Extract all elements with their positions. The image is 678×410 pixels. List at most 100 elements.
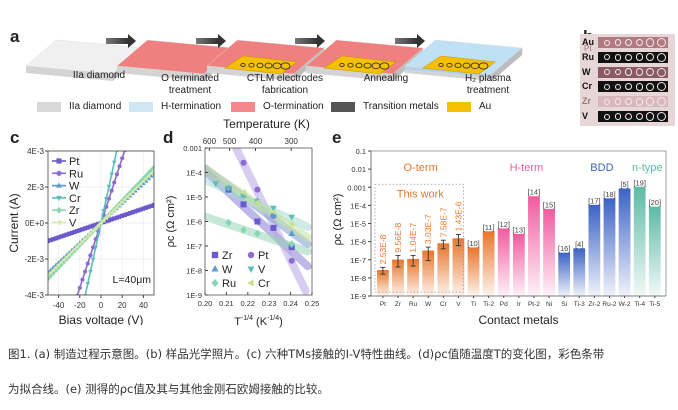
x-tick-label: W-2 [619,301,631,308]
data-point [66,252,71,257]
legend-swatch [231,101,255,112]
data-point [77,228,82,233]
top-tick-label: 400 [249,137,263,146]
series-pt [48,202,154,244]
reference-label: [11] [483,223,495,232]
ctlm-ring [363,62,372,69]
bar-ti-5 [648,207,661,296]
legend-marker [56,206,62,214]
this-work-label: This work [397,188,445,200]
ctlm-ring [280,62,291,70]
data-point [61,257,66,262]
x-tick-label: W [425,301,432,308]
reference-label: [12] [497,220,510,229]
data-point [103,197,109,202]
ctlm-ring [604,69,610,76]
data-point-zr [240,201,247,208]
legend-marker [211,278,219,288]
legend-item: O-termination [231,101,324,112]
process-step-label: H₂ plasma treatment [438,73,538,97]
ctlm-ring [646,38,655,47]
data-point-cr [239,189,246,196]
data-point [48,276,51,282]
legend-swatch [447,101,471,112]
data-points [212,159,295,264]
ctlm-ring [625,53,633,61]
data-point [48,270,53,275]
ctlm-ring [347,62,354,68]
value-label: 9.56E-8 [393,223,403,253]
ctlm-ring [625,38,633,47]
data-point [116,151,118,153]
data-point [111,207,116,213]
legend-label: O-termination [263,101,324,112]
data-point-pt [288,257,295,264]
ctlm-ring [635,97,644,106]
legend-label: Transition metals [363,101,439,112]
ctlm-ring [625,68,633,76]
step-label-line-2: treatment [466,85,510,96]
bar-ir [512,234,525,296]
arrow-shaft [395,38,417,44]
process-step-label: CTLM electrodes fabrication [235,73,335,97]
data-point [85,261,90,266]
data-point-v [288,214,295,221]
data-point [130,189,135,194]
data-point [56,264,61,271]
data-point [93,222,98,227]
legend-swatch [331,101,355,112]
x-tick-label: Si [561,301,567,308]
data-point [90,257,96,262]
x-tick-label: Ti [471,301,476,308]
data-point-w [288,230,295,237]
data-point [75,293,80,295]
reference-label: [19] [633,178,646,187]
ctlm-ring [604,83,610,90]
ctlm-ring [240,62,246,68]
ctlm-ring [446,62,453,68]
panel-letter-e: e [332,128,342,147]
panel-letter-d: d [163,128,174,147]
x-tick-label: Ti-5 [649,301,660,308]
series-group [48,151,154,295]
bar-zr-2 [588,205,601,296]
value-label: 2.53E-8 [378,234,388,264]
ctlm-ring [256,62,264,69]
data-point [93,225,98,231]
rho-comparison-bar-chart: This work 2.53E-8 Pt 9.56E-8 Zr 1.04E-7 Ru 3.03… [332,147,667,327]
data-point [103,215,108,221]
data-point [88,269,93,275]
photo-row-cr [598,81,668,93]
data-point [83,226,88,231]
group-label-bdd: BDD [590,162,613,174]
h-layer-edge [405,67,492,77]
legend-marker [56,158,62,164]
data-point [122,197,127,202]
data-point [130,186,136,193]
data-point [140,178,146,184]
ctlm-ring [656,67,666,77]
data-point [67,231,72,236]
ctlm-ring [656,112,666,121]
panel-letter-c: c [10,128,20,147]
ctlm-ring [635,53,644,62]
data-point [85,225,90,230]
data-point [146,204,151,209]
photo-row-au [598,37,668,48]
ctlm-ring [604,98,610,105]
x-tick-label: Pd [500,301,508,308]
ctlm-ring [656,38,666,47]
legend-label: Zr [69,205,80,217]
data-point [85,282,91,287]
data-point [85,233,90,239]
data-point [106,212,111,218]
ctlm-ring [339,62,345,68]
legend-label: Pt [258,250,268,262]
reference-label: [16] [558,244,571,253]
data-point-cr [288,220,295,228]
legend-label: W [69,181,80,193]
legend-swatch [37,101,61,112]
legend-item: Transition metals [331,101,439,112]
group-label-o-term: O-term [404,162,438,174]
bar-pt [377,270,389,296]
